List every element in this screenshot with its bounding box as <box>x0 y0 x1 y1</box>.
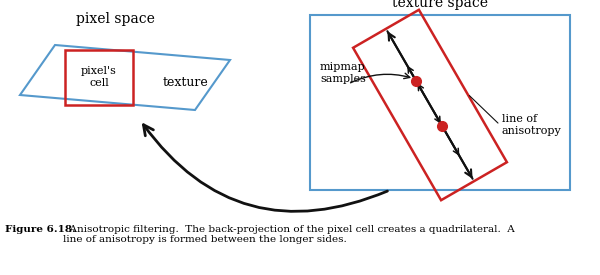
Text: texture space: texture space <box>392 0 488 10</box>
Text: mipmap
samples: mipmap samples <box>320 62 366 84</box>
Text: texture: texture <box>162 76 208 89</box>
Text: pixel's
cell: pixel's cell <box>81 66 117 88</box>
Text: line of
anisotropy: line of anisotropy <box>502 114 562 136</box>
Text: pixel space: pixel space <box>76 12 154 26</box>
Bar <box>310 15 570 190</box>
Bar <box>65 50 133 105</box>
Text: Anisotropic filtering.  The back-projection of the pixel cell creates a quadrila: Anisotropic filtering. The back-projecti… <box>63 225 515 244</box>
Text: Figure 6.18.: Figure 6.18. <box>5 225 76 234</box>
